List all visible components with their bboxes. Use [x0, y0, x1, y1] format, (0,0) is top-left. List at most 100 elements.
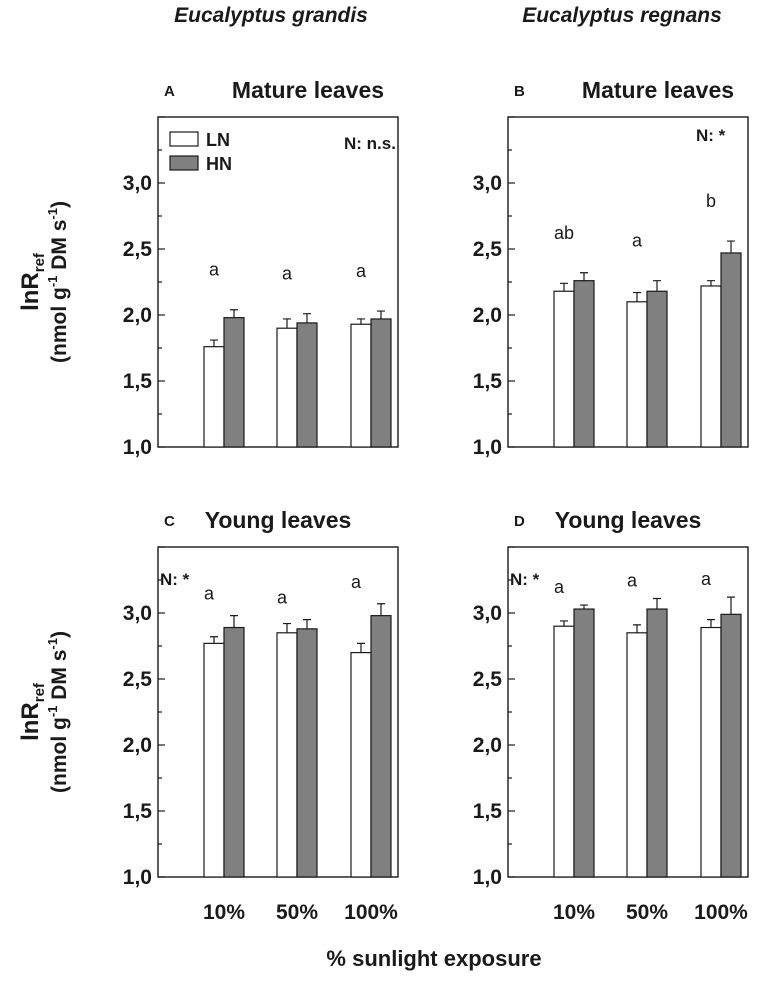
x-tick-label: 50% [626, 901, 668, 924]
bar-LN-10% [553, 290, 575, 448]
legend-label-LN: LN [206, 130, 230, 150]
panel-letter: A [164, 83, 175, 100]
bar-HN-100% [370, 318, 392, 448]
y-axis-labels: lnRref(nmol g-1 DM s-1)lnRref(nmol g-1 D… [17, 201, 71, 793]
legend-label-HN: HN [206, 154, 232, 174]
panel-letter: C [164, 513, 175, 530]
y-tick-label: 2,0 [123, 304, 152, 327]
bar-LN-100% [700, 285, 722, 448]
x-tick-label: 100% [694, 901, 748, 924]
error-bar [633, 291, 641, 302]
bar-LN-50% [276, 632, 298, 878]
error-bar [727, 240, 735, 253]
error-bar [230, 309, 238, 318]
panel-title: Mature leaves [582, 77, 734, 103]
y-label-main: lnRref [17, 252, 48, 311]
units-exp2: -1 [45, 208, 60, 220]
panel-letter: B [514, 83, 525, 100]
bar-LN-50% [276, 327, 298, 448]
bar-HN-100% [720, 613, 742, 878]
panel-D: D Young leaves 1,0 1,5 2,0 2,5 3,0 a a a N: * 10% 50… [473, 507, 749, 924]
units-exp1: -1 [45, 706, 60, 718]
error-bar [580, 604, 588, 610]
units-mid: DM s [48, 650, 71, 706]
units-suffix: ) [48, 631, 71, 638]
y-tick-label: 1,5 [123, 370, 153, 393]
legend-swatch-LN [169, 131, 199, 147]
bar-LN-100% [350, 323, 372, 448]
group-annotation: a [204, 584, 215, 604]
error-bar [210, 339, 218, 347]
bar-LN-100% [350, 651, 372, 878]
panel-title: Mature leaves [232, 77, 384, 103]
ylabel-lnR: lnR [17, 702, 44, 741]
y-tick-label: 1,0 [123, 866, 152, 889]
error-bar [653, 280, 661, 292]
y-tick-label: 2,0 [473, 734, 502, 757]
y-tick-label: 2,0 [473, 304, 502, 327]
error-bar [707, 619, 715, 628]
units-prefix: (nmol g [48, 717, 71, 793]
y-tick-label: 2,5 [473, 238, 503, 261]
y-tick-label: 1,5 [473, 800, 503, 823]
group-annotation: b [706, 191, 716, 211]
legend-swatch-HN [169, 155, 199, 171]
units-suffix: ) [48, 201, 71, 208]
y-tick-label: 2,0 [123, 734, 152, 757]
bar-LN-50% [626, 632, 648, 878]
error-bar [377, 310, 385, 319]
y-label-main: lnRref [17, 682, 48, 741]
bar-HN-10% [223, 317, 245, 448]
group-annotation: a [554, 577, 565, 597]
bar-HN-50% [646, 290, 668, 448]
significance-label: N: n.s. [344, 134, 396, 153]
group-annotation: a [277, 588, 288, 608]
ylabel-ref: ref [31, 682, 48, 702]
bar-HN-100% [370, 615, 392, 878]
ylabel-lnR: lnR [17, 272, 44, 311]
group-annotation: a [356, 261, 367, 281]
y-tick-label: 1,5 [473, 370, 503, 393]
x-tick-label: 10% [553, 901, 595, 924]
group-annotation: a [282, 264, 293, 284]
panel-title: Young leaves [205, 507, 352, 533]
bar-LN-10% [203, 642, 225, 878]
group-annotation: a [351, 572, 362, 592]
bar-LN-10% [203, 346, 225, 448]
y-label-units: (nmol g-1 DM s-1) [45, 631, 71, 793]
error-bar [560, 282, 568, 292]
y-tick-label: 1,0 [473, 436, 502, 459]
y-label-units: (nmol g-1 DM s-1) [45, 201, 71, 363]
bar-HN-100% [720, 252, 742, 448]
bar-HN-50% [646, 608, 668, 878]
bar-HN-50% [296, 322, 318, 448]
x-tick-label: 50% [276, 901, 318, 924]
y-tick-label: 3,0 [123, 602, 152, 625]
units-mid: DM s [48, 220, 71, 276]
group-annotation: a [627, 570, 638, 590]
significance-label: N: * [510, 570, 540, 589]
ylabel-ref: ref [31, 252, 48, 272]
error-bar [357, 318, 365, 325]
y-tick-label: 2,5 [123, 668, 153, 691]
x-axis-label: % sunlight exposure [326, 946, 541, 971]
bar-HN-50% [296, 628, 318, 878]
bar-HN-10% [573, 608, 595, 878]
panels: A Mature leaves 1,0 1,5 2,0 2,5 3,0 a a a N: n.s. L… [123, 77, 749, 924]
group-annotation: a [701, 569, 712, 589]
significance-label: N: * [160, 570, 190, 589]
error-bar [283, 622, 291, 633]
error-bar [230, 615, 238, 628]
error-bar [283, 318, 291, 329]
y-tick-label: 3,0 [473, 172, 502, 195]
units-exp2: -1 [45, 638, 60, 650]
species-title-right: Eucalyptus regnans [522, 4, 722, 27]
bar-LN-10% [553, 625, 575, 878]
species-title-left: Eucalyptus grandis [174, 4, 368, 27]
panel-title: Young leaves [555, 507, 702, 533]
group-annotation: a [209, 260, 220, 280]
y-tick-label: 3,0 [473, 602, 502, 625]
bar-HN-10% [573, 280, 595, 448]
significance-label: N: * [696, 126, 726, 145]
